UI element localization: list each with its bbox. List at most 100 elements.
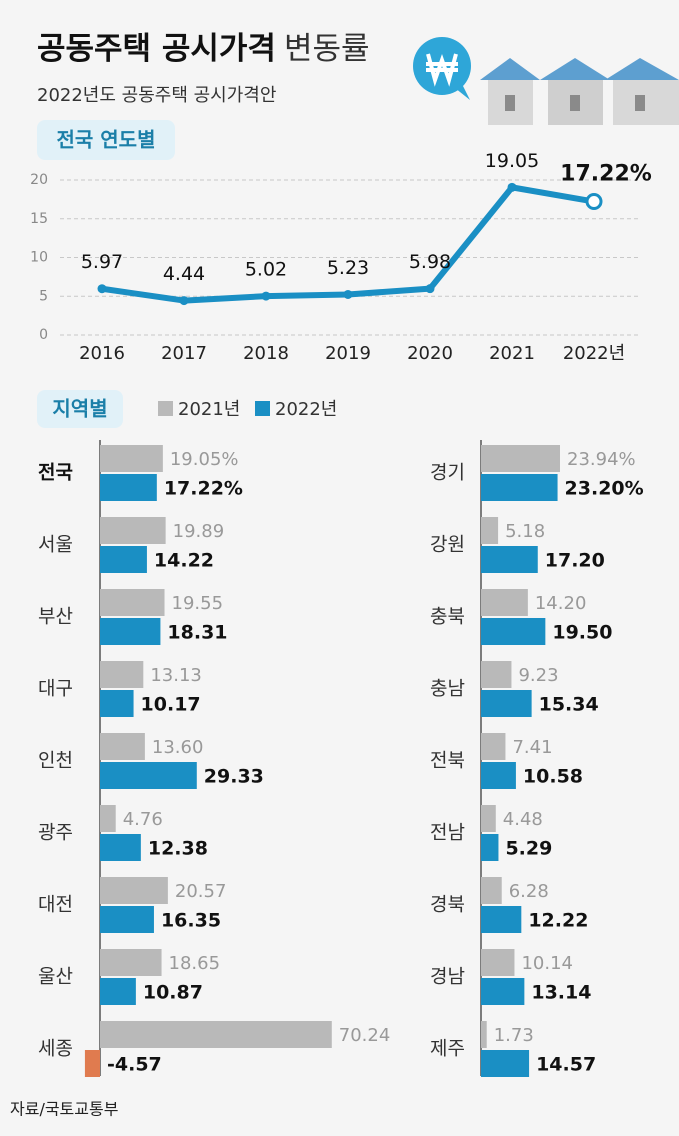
section-tag [37, 390, 123, 428]
value-label: 19.55 [172, 593, 224, 614]
bar [481, 805, 496, 832]
value-label: 17.22% [560, 162, 652, 187]
bar [100, 546, 147, 573]
value-label: 5.29 [505, 838, 552, 860]
bar [100, 733, 145, 760]
x-tick-label: 2022년 [563, 343, 625, 364]
bar [100, 661, 144, 688]
category-label: 제주 [430, 1038, 465, 1060]
bar [100, 1021, 332, 1048]
bar [100, 877, 168, 904]
bar [100, 589, 165, 616]
value-label: 13.14 [531, 982, 591, 1004]
value-label: 9.23 [518, 665, 558, 686]
y-tick-label: 5 [39, 288, 48, 304]
bar [481, 949, 515, 976]
x-tick-label: 2019 [325, 343, 371, 364]
y-tick-label: 10 [30, 250, 48, 266]
bar [100, 445, 163, 472]
title-main: 공동주택 공시가격 [37, 31, 276, 67]
value-label: 15.34 [539, 694, 599, 716]
value-label: 14.22 [154, 550, 214, 572]
value-label: 19.89 [173, 521, 225, 542]
bar [481, 474, 558, 501]
bar [100, 906, 154, 933]
value-label: 12.38 [148, 838, 208, 860]
y-tick-label: 20 [30, 172, 48, 188]
point [97, 284, 107, 294]
value-label: 4.48 [503, 809, 543, 830]
x-tick-label: 2020 [407, 343, 453, 364]
value-label: 10.87 [143, 982, 203, 1004]
x-tick-label: 2021 [489, 343, 535, 364]
value-label: 10.58 [523, 766, 583, 788]
legend-swatch [255, 401, 270, 416]
bar [481, 517, 499, 544]
category-label: 충남 [430, 678, 465, 700]
value-label: 19.50 [552, 622, 612, 644]
bar [100, 474, 157, 501]
category-label: 경남 [430, 966, 465, 988]
category-label: 서울 [38, 534, 73, 556]
category-label: 울산 [38, 966, 73, 988]
value-label: 7.41 [512, 737, 552, 758]
bar [481, 1021, 487, 1048]
value-label: 13.13 [150, 665, 202, 686]
category-label: 충북 [430, 606, 465, 628]
bar [481, 661, 512, 688]
subtitle: 2022년도 공동주택 공시가격안 [37, 85, 276, 106]
value-label: 1.73 [494, 1025, 534, 1046]
value-label: 14.20 [535, 593, 587, 614]
value-label: 20.57 [175, 881, 227, 902]
category-label: 광주 [38, 822, 73, 844]
x-tick-label: 2018 [243, 343, 289, 364]
point [343, 289, 353, 299]
bar [481, 618, 546, 645]
value-label: 70.24 [339, 1025, 391, 1046]
value-label: 4.76 [123, 809, 163, 830]
bar [100, 618, 161, 645]
bar [100, 949, 162, 976]
bar [481, 834, 499, 861]
bar [481, 445, 561, 472]
value-label: 5.23 [327, 257, 369, 279]
point [179, 296, 189, 306]
bar [100, 834, 141, 861]
category-label: 강원 [430, 534, 465, 556]
value-label: -4.57 [107, 1054, 162, 1076]
category-label: 인천 [38, 750, 73, 772]
value-label: 5.02 [245, 259, 287, 281]
legend-swatch [158, 401, 173, 416]
bar [481, 1050, 530, 1077]
bar [481, 546, 538, 573]
bar [84, 1050, 100, 1077]
category-label: 부산 [38, 606, 73, 628]
value-label: 23.94% [567, 449, 636, 470]
category-label: 전북 [430, 750, 465, 772]
value-label: 17.20 [545, 550, 605, 572]
source: 자료/국토교통부 [10, 1100, 118, 1119]
x-tick-label: 2017 [161, 343, 207, 364]
point [425, 284, 435, 294]
bar [100, 762, 197, 789]
category-label: 전국 [38, 462, 73, 484]
bar-chart-title: 지역별 [52, 397, 107, 421]
legend-label: 2022년 [275, 399, 337, 420]
category-label: 전남 [430, 822, 465, 844]
y-tick-label: 15 [30, 211, 48, 227]
bar [481, 906, 522, 933]
category-label: 경북 [430, 894, 465, 916]
value-label: 16.35 [161, 910, 221, 932]
value-label: 13.60 [152, 737, 204, 758]
title: 공동주택 공시가격 변동률 [37, 31, 370, 67]
bar [481, 690, 532, 717]
value-label: 5.98 [409, 251, 451, 273]
value-label: 17.22% [164, 478, 243, 500]
bar [481, 877, 502, 904]
value-label: 12.22 [528, 910, 588, 932]
value-label: 4.44 [163, 263, 205, 285]
value-label: 23.20% [565, 478, 644, 500]
value-label: 18.65 [169, 953, 221, 974]
point [507, 182, 517, 192]
